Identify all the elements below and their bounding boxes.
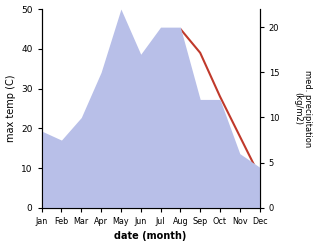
X-axis label: date (month): date (month) — [114, 231, 187, 242]
Y-axis label: med. precipitation
(kg/m2): med. precipitation (kg/m2) — [293, 70, 313, 147]
Y-axis label: max temp (C): max temp (C) — [5, 75, 16, 142]
